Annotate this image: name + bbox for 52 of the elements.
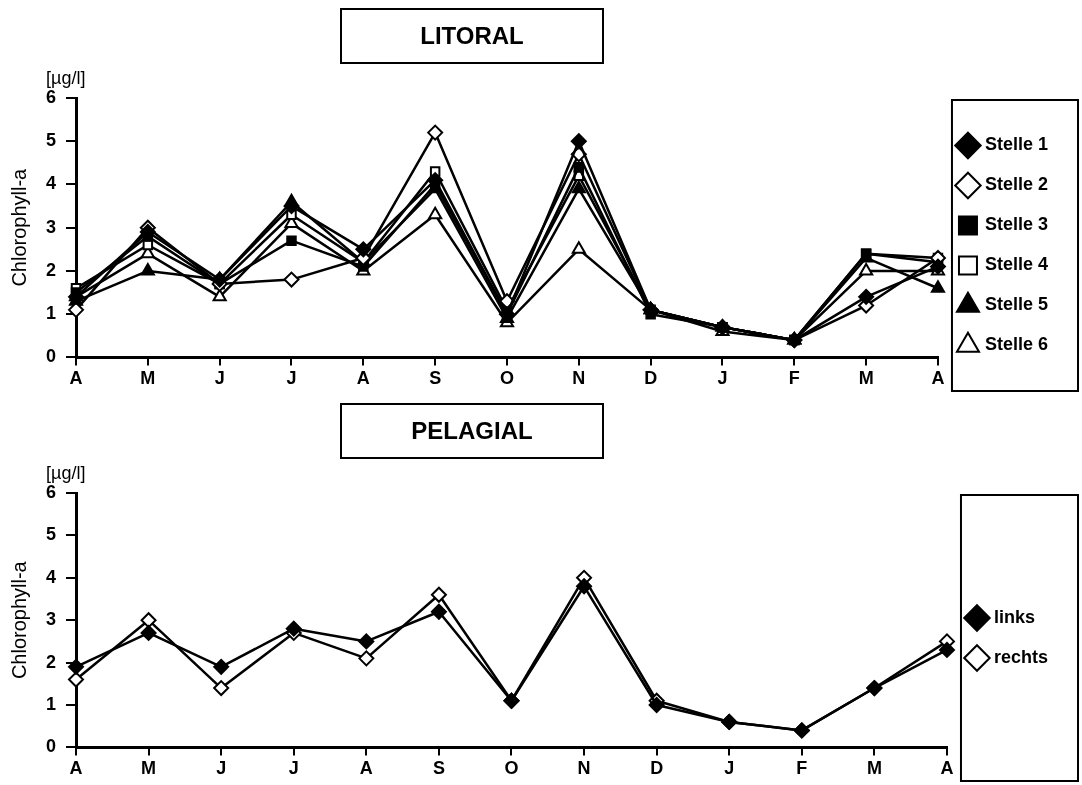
- chart-title: LITORAL: [340, 8, 604, 64]
- x-tick-label: A: [69, 758, 83, 779]
- x-tick-label: J: [214, 368, 225, 389]
- y-tick-label: 2: [46, 259, 57, 280]
- x-tick-label: J: [717, 368, 728, 389]
- x-tick-label: N: [572, 368, 586, 389]
- legend-label: Stelle 6: [984, 334, 1049, 355]
- legend-label: Stelle 5: [984, 294, 1049, 315]
- x-tick-label: M: [140, 368, 156, 389]
- y-tick-label: 4: [46, 566, 57, 587]
- y-tick-label: 4: [46, 173, 57, 194]
- legend-label: Stelle 3: [984, 214, 1049, 235]
- x-tick-label: J: [286, 368, 297, 389]
- x-tick-label: J: [288, 758, 299, 779]
- legend-label: Stelle 2: [984, 174, 1049, 195]
- x-tick-label: O: [499, 368, 514, 389]
- x-tick-label: O: [504, 758, 519, 779]
- y-tick-label: 2: [46, 651, 57, 672]
- x-tick-label: D: [650, 758, 664, 779]
- y-tick-label: 1: [46, 303, 57, 324]
- x-tick-label: M: [858, 368, 874, 389]
- text: [µg/l]: [46, 462, 86, 483]
- x-tick-label: F: [796, 758, 808, 779]
- x-tick-label: D: [644, 368, 658, 389]
- x-tick-label: A: [356, 368, 370, 389]
- y-tick-label: 0: [46, 736, 57, 757]
- x-tick-label: N: [577, 758, 591, 779]
- text: [µg/l]: [46, 67, 86, 88]
- chart-title: PELAGIAL: [340, 403, 604, 459]
- y-tick-label: 0: [46, 346, 57, 367]
- legend-label: links: [993, 606, 1035, 627]
- x-tick-label: S: [429, 368, 442, 389]
- x-tick-label: F: [788, 368, 800, 389]
- x-tick-label: A: [69, 368, 83, 389]
- y-tick-label: 1: [46, 693, 57, 714]
- x-tick-label: M: [141, 758, 157, 779]
- x-tick-label: A: [931, 368, 945, 389]
- y-tick-label: 5: [46, 130, 57, 151]
- legend-label: rechts: [993, 646, 1048, 667]
- x-tick-label: J: [724, 758, 735, 779]
- x-tick-label: J: [216, 758, 227, 779]
- x-tick-label: A: [359, 758, 373, 779]
- legend-label: Stelle 1: [984, 134, 1049, 155]
- x-tick-label: M: [866, 758, 882, 779]
- legend-label: Stelle 4: [984, 254, 1049, 275]
- y-axis-title: Chlorophyll-a: [7, 560, 30, 680]
- y-tick-label: 5: [46, 524, 57, 545]
- x-tick-label: S: [432, 758, 445, 779]
- y-tick-label: 3: [46, 216, 57, 237]
- x-tick-label: A: [940, 758, 954, 779]
- y-axis-title: Chlorophyll-a: [7, 167, 30, 287]
- y-tick-label: 3: [46, 609, 57, 630]
